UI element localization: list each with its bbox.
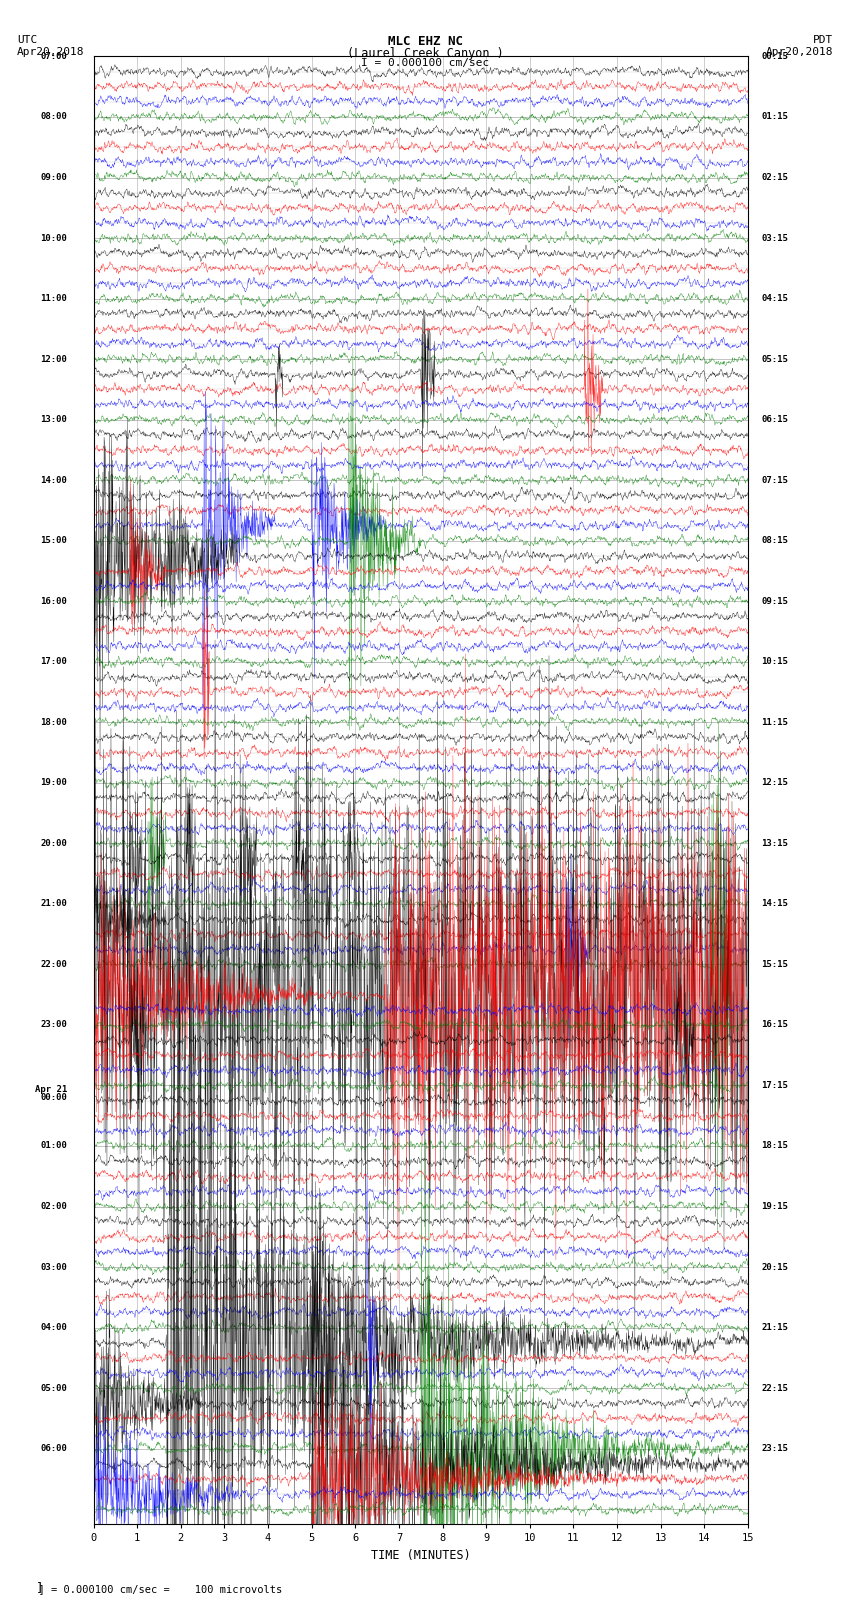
Text: 07:15: 07:15 [761,476,788,484]
Text: 14:15: 14:15 [761,900,788,908]
Text: 04:00: 04:00 [41,1323,67,1332]
Text: ] = 0.000100 cm/sec =    100 microvolts: ] = 0.000100 cm/sec = 100 microvolts [26,1584,281,1594]
Text: 23:00: 23:00 [41,1021,67,1029]
Text: 13:00: 13:00 [41,415,67,424]
Text: 22:00: 22:00 [41,960,67,969]
Text: 06:00: 06:00 [41,1444,67,1453]
Text: 20:00: 20:00 [41,839,67,848]
Text: 20:15: 20:15 [761,1263,788,1271]
Text: 21:00: 21:00 [41,900,67,908]
Text: 08:15: 08:15 [761,536,788,545]
X-axis label: TIME (MINUTES): TIME (MINUTES) [371,1548,471,1561]
Text: 19:00: 19:00 [41,779,67,787]
Text: I = 0.000100 cm/sec: I = 0.000100 cm/sec [361,58,489,68]
Text: MLC EHZ NC: MLC EHZ NC [388,35,462,48]
Text: 13:15: 13:15 [761,839,788,848]
Text: (Laurel Creek Canyon ): (Laurel Creek Canyon ) [347,47,503,60]
Text: 21:15: 21:15 [761,1323,788,1332]
Text: 17:00: 17:00 [41,656,67,666]
Text: 00:15: 00:15 [761,52,788,61]
Text: 09:15: 09:15 [761,597,788,606]
Text: 18:15: 18:15 [761,1142,788,1150]
Text: UTC: UTC [17,35,37,45]
Text: 03:15: 03:15 [761,234,788,242]
Text: 10:00: 10:00 [41,234,67,242]
Text: 08:00: 08:00 [41,113,67,121]
Text: 02:15: 02:15 [761,173,788,182]
Text: Apr20,2018: Apr20,2018 [766,47,833,56]
Text: Apr 21: Apr 21 [35,1086,67,1095]
Text: 07:00: 07:00 [41,52,67,61]
Text: 16:00: 16:00 [41,597,67,606]
Text: 22:15: 22:15 [761,1384,788,1392]
Text: 01:15: 01:15 [761,113,788,121]
Text: 15:15: 15:15 [761,960,788,969]
Text: ]: ] [21,1581,43,1594]
Text: 10:15: 10:15 [761,656,788,666]
Text: 15:00: 15:00 [41,536,67,545]
Text: 06:15: 06:15 [761,415,788,424]
Text: 23:15: 23:15 [761,1444,788,1453]
Text: 02:00: 02:00 [41,1202,67,1211]
Text: 19:15: 19:15 [761,1202,788,1211]
Text: 09:00: 09:00 [41,173,67,182]
Text: 03:00: 03:00 [41,1263,67,1271]
Text: 17:15: 17:15 [761,1081,788,1090]
Text: 05:15: 05:15 [761,355,788,363]
Text: PDT: PDT [813,35,833,45]
Text: 16:15: 16:15 [761,1021,788,1029]
Text: 12:15: 12:15 [761,779,788,787]
Text: 11:00: 11:00 [41,294,67,303]
Text: 11:15: 11:15 [761,718,788,727]
Text: 01:00: 01:00 [41,1142,67,1150]
Text: Apr20,2018: Apr20,2018 [17,47,84,56]
Text: 14:00: 14:00 [41,476,67,484]
Text: 12:00: 12:00 [41,355,67,363]
Text: 05:00: 05:00 [41,1384,67,1392]
Text: 00:00: 00:00 [41,1094,67,1102]
Text: 18:00: 18:00 [41,718,67,727]
Text: 04:15: 04:15 [761,294,788,303]
